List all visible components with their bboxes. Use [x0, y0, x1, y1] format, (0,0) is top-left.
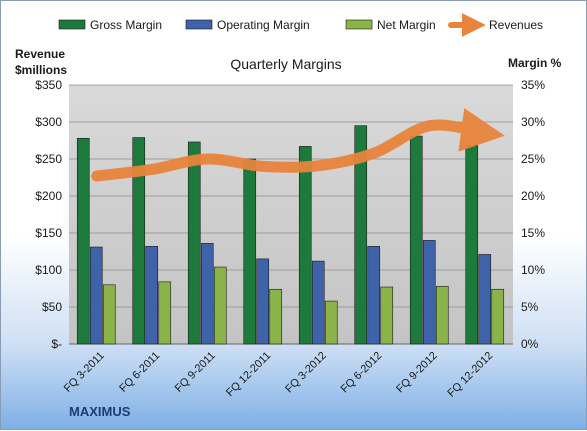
- right-tick-label: 15%: [521, 226, 545, 240]
- bar-operating-margin: [145, 246, 159, 345]
- legend-label: Revenues: [489, 18, 543, 32]
- category-label: FQ 9-2011: [173, 350, 218, 395]
- bar-gross-margin: [409, 135, 423, 345]
- right-tick-label: 0%: [521, 337, 539, 351]
- right-tick-label: 10%: [521, 263, 545, 277]
- bar-gross-margin: [243, 158, 257, 345]
- legend-swatch-operating-margin: [185, 19, 213, 30]
- left-tick-label: $100: [35, 263, 62, 277]
- bar-net-margin: [491, 288, 505, 345]
- bar-gross-margin: [298, 146, 312, 345]
- chart-title: Quarterly Margins: [230, 56, 341, 72]
- category-label: FQ 3-2012: [283, 350, 329, 396]
- category-label: FQ 6-2011: [117, 350, 162, 395]
- bar-gross-margin: [187, 141, 201, 345]
- bar-operating-margin: [311, 260, 325, 345]
- bar-operating-margin: [422, 240, 436, 345]
- left-tick-label: $300: [35, 115, 62, 129]
- left-tick-label: $250: [35, 152, 62, 166]
- bar-net-margin: [158, 281, 172, 345]
- bar-operating-margin: [478, 254, 492, 345]
- category-label: FQ 12-2012: [445, 350, 495, 400]
- left-tick-label: $-: [51, 337, 62, 351]
- category-label: FQ 9-2012: [394, 350, 440, 396]
- category-label: FQ 3-2011: [62, 350, 107, 395]
- legend-label: Net Margin: [377, 18, 436, 32]
- right-tick-label: 20%: [521, 189, 545, 203]
- bar-operating-margin: [367, 246, 381, 345]
- bar-net-margin: [324, 300, 338, 345]
- bar-gross-margin: [76, 137, 90, 345]
- bar-operating-margin: [256, 258, 270, 345]
- revenues-line: [91, 108, 505, 182]
- right-tick-label: 30%: [521, 115, 545, 129]
- legend-label: Operating Margin: [217, 18, 310, 32]
- right-tick-label: 35%: [521, 78, 545, 92]
- left-axis-label: Revenue: [15, 47, 65, 61]
- category-label: FQ 12-2011: [224, 350, 273, 399]
- left-tick-label: $50: [42, 300, 62, 314]
- legend-label: Gross Margin: [90, 18, 162, 32]
- legend-swatch-net-margin: [345, 19, 373, 30]
- legend-swatch-gross-margin: [58, 19, 86, 30]
- bar-gross-margin: [132, 137, 146, 345]
- bar-net-margin: [269, 288, 283, 345]
- bar-net-margin: [213, 266, 227, 345]
- left-tick-label: $350: [35, 78, 62, 92]
- bar-gross-margin: [354, 125, 368, 345]
- bar-net-margin: [102, 284, 116, 345]
- right-axis-label: Margin %: [508, 56, 562, 70]
- bar-net-margin: [435, 285, 449, 345]
- bar-operating-margin: [200, 243, 214, 345]
- bar-net-margin: [380, 286, 394, 345]
- right-tick-label: 5%: [521, 300, 539, 314]
- left-axis-label: $millions: [15, 63, 67, 77]
- bar-gross-margin: [465, 145, 479, 345]
- right-tick-label: 25%: [521, 152, 545, 166]
- category-label: FQ 6-2012: [339, 350, 385, 396]
- footer-label: MAXIMUS: [69, 404, 131, 419]
- left-tick-label: $200: [35, 189, 62, 203]
- bar-operating-margin: [89, 246, 103, 345]
- left-tick-label: $150: [35, 226, 62, 240]
